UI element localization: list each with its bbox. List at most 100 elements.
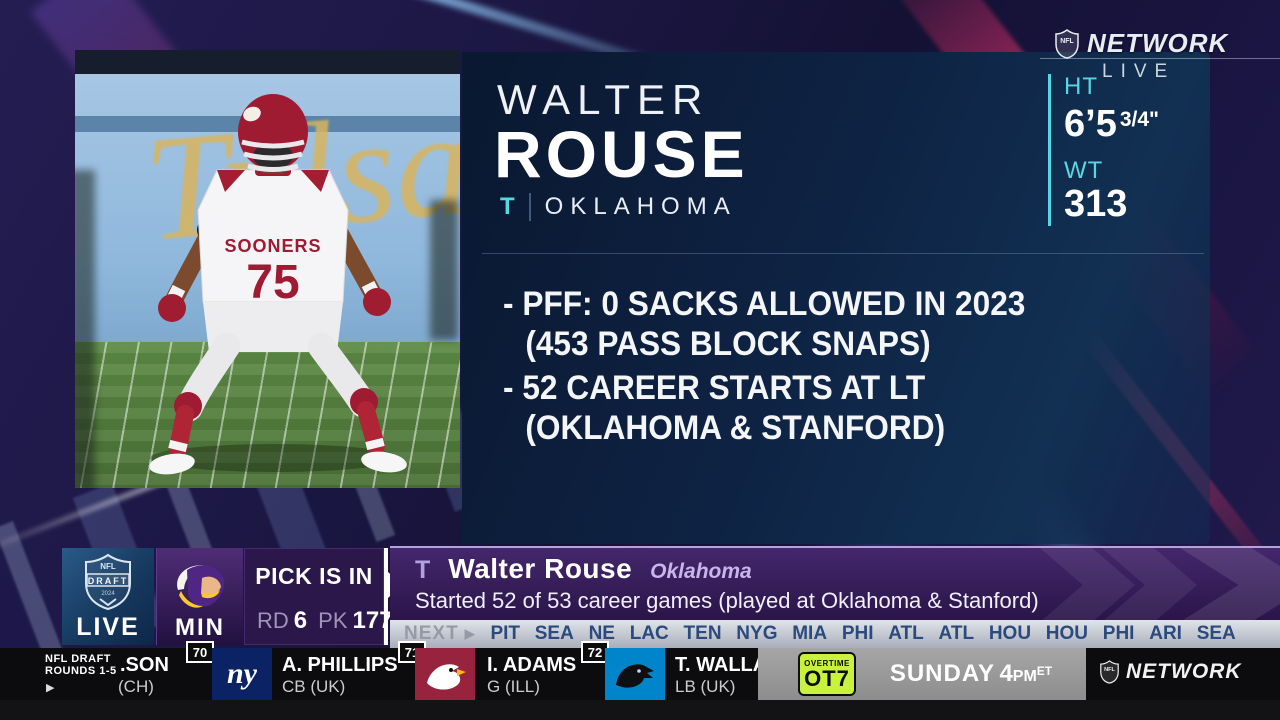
live-label: LIVE: [1102, 61, 1176, 82]
ticker-team: SEA: [534, 623, 574, 644]
vertical-divider: [528, 193, 531, 221]
separator-line: [384, 548, 388, 645]
lt-school: Oklahoma: [650, 560, 752, 583]
ot7-promo-box: OVERTIME OT7 SUNDAY 4PMET: [758, 648, 1086, 700]
promo-timezone: ET: [1036, 664, 1053, 678]
ticker-team: PHI: [841, 623, 874, 644]
ticker-team: ATL: [938, 623, 975, 644]
height-label: HT: [1064, 73, 1098, 100]
pick-label: PK: [318, 608, 348, 633]
position-school-row: T OKLAHOMA: [500, 193, 737, 221]
ticker-team: PHI: [1102, 623, 1135, 644]
ticker-network-logo: NFL NETWORK: [1100, 660, 1242, 684]
pick-status-text: PICK IS IN: [255, 563, 373, 589]
pick-player-name: A. PHILLIPS: [282, 654, 398, 676]
header-rule: [1040, 58, 1280, 59]
nfl-shield-text: NFL: [1104, 667, 1115, 673]
player-figure: SOONERS 75: [149, 94, 407, 475]
ot7-brand-top: OVERTIME: [804, 658, 850, 668]
team-abbr: MIN: [175, 614, 225, 641]
ticker-team: NYG: [736, 623, 778, 644]
lower-third-row1: T Walter Rouse Oklahoma: [415, 553, 752, 585]
ticker-team: MIA: [792, 623, 828, 644]
card-divider: [482, 253, 1204, 254]
pick-status-box: PICK IS IN RD 6 PK 177: [244, 548, 393, 645]
ticker-team: LAC: [629, 623, 669, 644]
ticker-team: TEN: [683, 623, 722, 644]
pick-number-badge: 72: [581, 641, 609, 663]
promo-meridiem: PM: [1012, 668, 1037, 685]
nfl-shield-icon: NFL: [1055, 28, 1079, 59]
stat-bullets: - PFF: 0 SACKS ALLOWED IN 2023 (453 PASS…: [503, 284, 1061, 448]
ot7-brand-main: OT7: [804, 665, 850, 691]
ot7-logo: OVERTIME OT7: [798, 652, 856, 696]
height-fraction: 3/4": [1119, 108, 1159, 131]
pick-number-badge: 70: [186, 641, 214, 663]
weight-label: WT: [1064, 157, 1104, 184]
ticker-team: NE: [588, 623, 615, 644]
draft-live-label: LIVE: [76, 613, 140, 641]
player-info-card: [462, 52, 1210, 544]
lt-detail: Started 52 of 53 career games (played at…: [415, 588, 1039, 613]
nfl-draft-logo: NFL DRAFT 2024: [85, 553, 131, 611]
team-on-clock-box: MIN: [156, 548, 243, 645]
bullet-line: (OKLAHOMA & STANFORD): [525, 409, 946, 447]
ticker-play-icon: ▶: [46, 682, 55, 694]
ticker-team: ATL: [888, 623, 924, 644]
network-wordmark: NETWORK: [1087, 28, 1229, 58]
ticker-team: HOU: [1045, 623, 1089, 644]
cardinal-head-icon: [427, 664, 466, 690]
giants-logo: ny: [212, 648, 272, 700]
measurements-block: HT 6’5 3/4" WT 313: [1048, 74, 1159, 226]
pick-player-detail: LB (UK): [675, 677, 736, 696]
cardinals-logo: [415, 648, 475, 700]
nfl-shield-text: NFL: [1060, 38, 1074, 45]
next-picks-ticker: NEXT ▶ PIT SEA NE LAC TEN NYG MIA PHI ATL…: [390, 620, 1280, 648]
player-photo: Tulsa SOONERS 75: [75, 50, 460, 488]
height-feet-inches: 6’5: [1064, 103, 1117, 145]
lt-player-name: Walter Rouse: [448, 553, 633, 584]
promo-day: SUNDAY: [889, 660, 995, 687]
pick-player-detail: CB (UK): [282, 677, 346, 696]
player-last-name: ROUSE: [494, 117, 749, 191]
nfl-draft-live-box: NFL DRAFT 2024 LIVE: [62, 548, 154, 645]
round-label: RD: [257, 608, 289, 633]
nfl-shield-icon: NFL: [1100, 660, 1119, 684]
jersey-team-text: SOONERS: [224, 236, 321, 256]
giants-ny-text: ny: [227, 657, 257, 690]
promo-time: 4: [999, 660, 1013, 687]
panther-head-icon: [616, 664, 654, 688]
promo-schedule: SUNDAY 4PMET: [856, 660, 1086, 688]
ticker-team: SEA: [1196, 623, 1236, 644]
ticker-team: HOU: [988, 623, 1032, 644]
network-wordmark: NETWORK: [1126, 660, 1242, 683]
panthers-logo: [605, 648, 665, 700]
school-name: OKLAHOMA: [544, 193, 737, 220]
draft-results-ticker: NFL DRAFT ROUNDS 1-5 ▶ .SON (CH) 70 ny A…: [0, 641, 1280, 700]
draft-year-text: 2024: [101, 591, 115, 597]
next-arrow-icon: ▶: [464, 626, 476, 641]
ticker-label: NFL DRAFT ROUNDS 1-5: [45, 653, 117, 677]
lt-position: T: [415, 556, 431, 584]
bullet-line: - 52 CAREER STARTS AT LT: [503, 369, 926, 407]
next-label: NEXT ▶: [404, 623, 476, 644]
ticker-team: PIT: [490, 623, 520, 644]
height-value: 6’5 3/4": [1064, 100, 1159, 144]
pick-player-name: I. ADAMS: [487, 654, 577, 676]
draft-shield-league: NFL: [100, 562, 116, 571]
sideline-figure: [430, 200, 458, 340]
position-abbr: T: [500, 193, 515, 220]
vikings-logo: [177, 565, 225, 608]
player-first-name: WALTER: [497, 76, 710, 123]
lower-third-banner: T Walter Rouse Oklahoma Started 52 of 53…: [390, 546, 1280, 620]
sideline-figure: [75, 170, 95, 488]
ticker-team: ARI: [1149, 623, 1182, 644]
bullet-line: - PFF: 0 SACKS ALLOWED IN 2023: [503, 285, 1026, 323]
partial-pick-detail: (CH): [118, 677, 154, 696]
nfl-network-logo: NFL NETWORK: [1055, 28, 1228, 59]
photo-top-band: [75, 50, 460, 74]
pick-player-detail: G (ILL): [487, 677, 540, 696]
partial-pick-name: .SON: [120, 654, 169, 676]
ticker-bottom-strip: [0, 700, 1280, 720]
